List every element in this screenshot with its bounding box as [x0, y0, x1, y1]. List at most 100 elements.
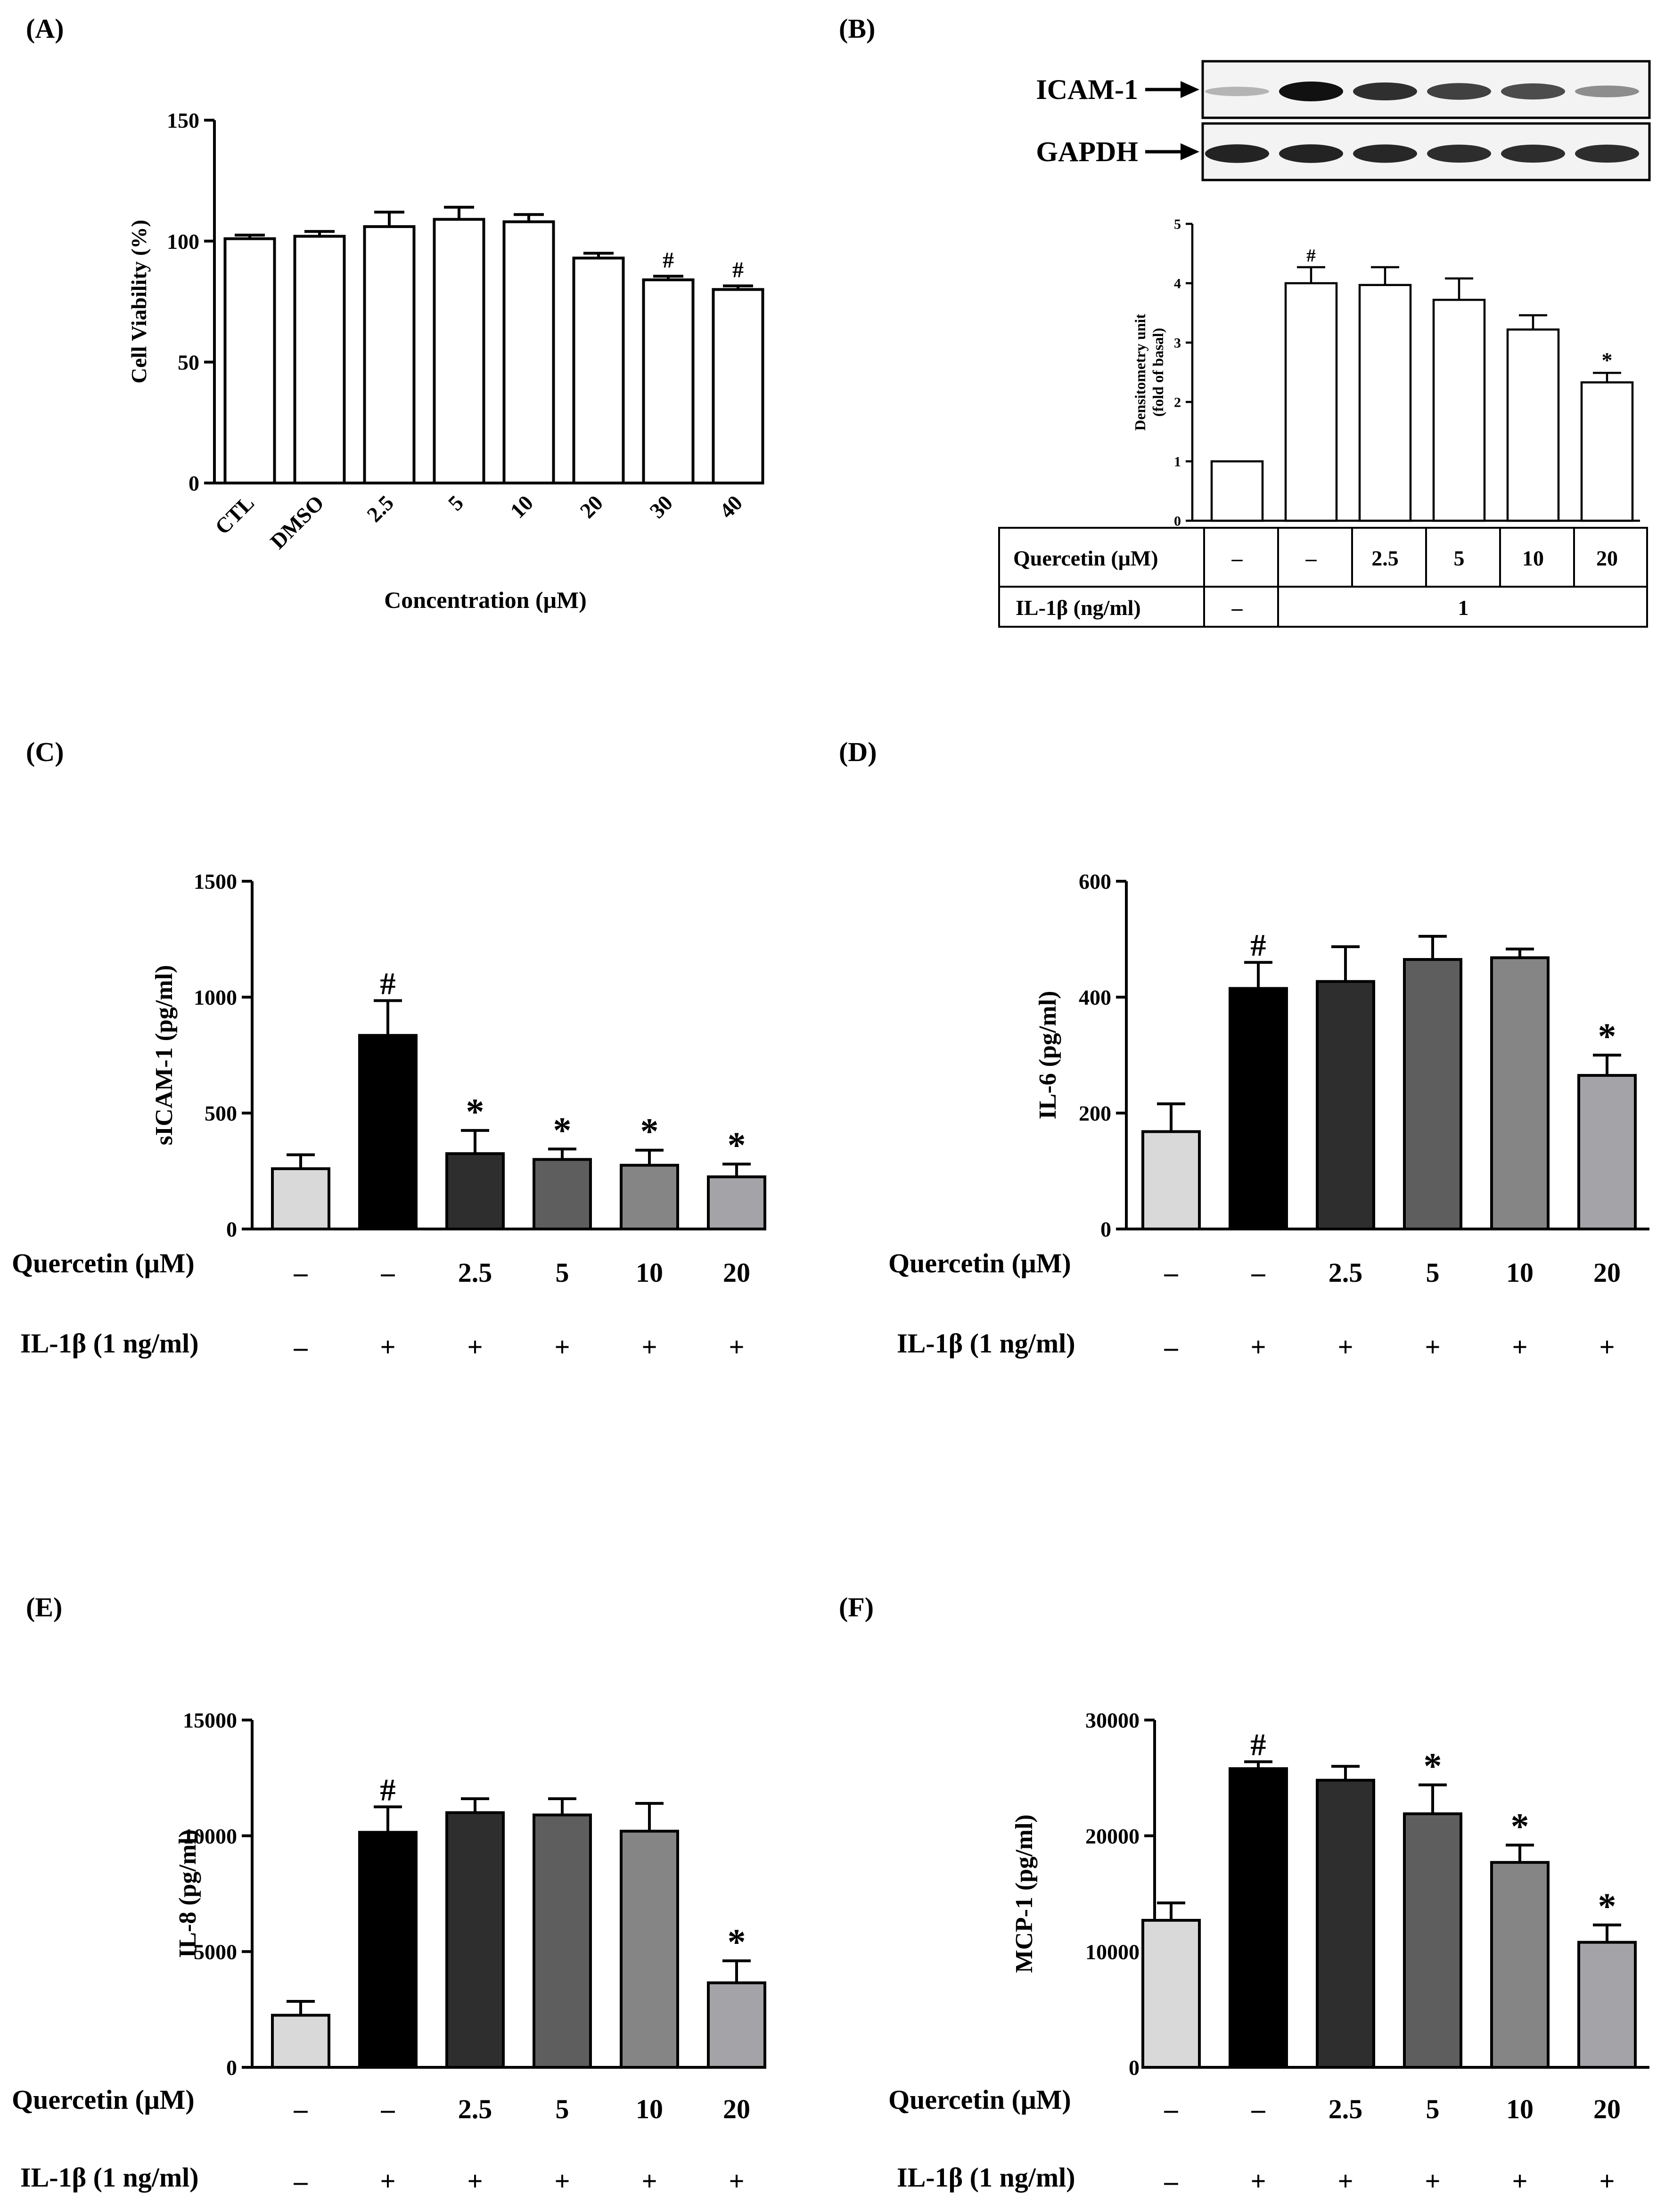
bar [533, 1158, 592, 1230]
blot-band [1575, 85, 1639, 98]
il1b-treatment: + [729, 1332, 744, 1362]
quercetin-row-label: Quercetin (μM) [12, 1248, 195, 1278]
significance-asterisk: * [640, 1111, 659, 1152]
quercetin-dose: 10 [1506, 1257, 1534, 1288]
y-tick-label: 0 [189, 471, 199, 495]
bar [271, 1167, 330, 1231]
quercetin-dose: 20 [723, 1257, 750, 1288]
y-tick-label: 4 [1174, 276, 1181, 292]
panel-label: (D) [839, 737, 877, 767]
bar [358, 1034, 418, 1230]
bar [1490, 1861, 1550, 2069]
quercetin-dose: 5 [1426, 2094, 1440, 2124]
panel-label: (E) [26, 1592, 62, 1622]
y-axis-label: IL-8 (pg/ml) [174, 1829, 201, 1958]
x-tick-label: DMSO [265, 491, 328, 554]
il1b-treatment: + [467, 2166, 483, 2196]
y-axis-label: Cell Viability (%) [127, 220, 151, 384]
quercetin-dose: – [1251, 2094, 1266, 2124]
il1b-treatment: + [1337, 1332, 1353, 1362]
significance-asterisk: * [728, 1921, 746, 1962]
y-tick-label: 0 [1129, 2056, 1140, 2080]
y-tick-label: 10000 [1085, 1940, 1140, 1964]
y-tick-label: 1500 [194, 869, 237, 893]
il1b-treatment: + [641, 1332, 657, 1362]
y-axis-label: IL-6 (pg/ml) [1034, 991, 1061, 1120]
bar [533, 1813, 592, 2069]
y-tick-label: 400 [1079, 985, 1111, 1009]
hash-marker: # [1306, 246, 1316, 266]
panel-C: (C) 0 500 1000 1500 sICAM-1 (pg/ml) # * * * * Querc… [12, 737, 766, 1362]
x-tick-label: 10 [505, 491, 538, 523]
table-quercetin-dose: 10 [1522, 546, 1544, 570]
y-tick-label: 150 [167, 108, 199, 132]
bar [358, 1831, 418, 2069]
blot-band [1353, 82, 1417, 101]
blot-band [1205, 87, 1269, 96]
x-tick-label: 5 [443, 491, 468, 515]
quercetin-dose: 2.5 [1329, 2094, 1363, 2124]
blot-strip [1201, 122, 1651, 181]
bar [445, 1152, 505, 1231]
panel-E: (E) 0 5000 10000 15000 IL-8 (pg/ml) # * Querceti… [12, 1592, 766, 2196]
y-tick-label: 200 [1079, 1101, 1111, 1125]
y-tick-label: 20000 [1085, 1824, 1140, 1848]
y-tick-label: 5000 [194, 1940, 237, 1964]
bar [1229, 987, 1288, 1231]
quercetin-dose: – [1164, 2094, 1179, 2124]
bar [223, 237, 276, 484]
blot-strip [1201, 60, 1651, 119]
il1b-row-label: IL-1β (1 ng/ml) [20, 2162, 199, 2193]
panel-A: (A) 0 50 100 150 Cell Viability (%) # # CTL DMSO 2… [26, 13, 764, 613]
blot-band [1205, 144, 1269, 163]
blot-band [1427, 144, 1491, 163]
x-tick-label: 20 [575, 491, 607, 523]
quercetin-dose: – [381, 1257, 395, 1288]
significance-asterisk: * [1511, 1805, 1529, 1846]
table-quercetin-dose: – [1231, 546, 1243, 570]
il1b-treatment: + [729, 2166, 744, 2196]
significance-asterisk: * [1424, 1745, 1442, 1786]
bar [1141, 1130, 1201, 1231]
quercetin-dose: – [294, 1257, 308, 1288]
significance-asterisk: * [1598, 1885, 1616, 1926]
x-tick-label: 30 [645, 491, 677, 523]
significance-asterisk: * [728, 1124, 746, 1165]
y-tick-label: 500 [205, 1101, 237, 1125]
significance-asterisk: * [1602, 348, 1613, 372]
bar [1403, 958, 1462, 1231]
bar [502, 220, 555, 485]
quercetin-dose: 5 [556, 2094, 569, 2124]
hash-marker: # [663, 248, 674, 273]
quercetin-dose: 2.5 [458, 1257, 492, 1288]
panel-label: (B) [839, 13, 875, 44]
hash-marker: # [1250, 928, 1266, 963]
quercetin-dose: 10 [636, 2094, 663, 2124]
il1b-treatment: + [380, 1332, 395, 1362]
bar [1316, 980, 1375, 1231]
quercetin-dose: 2.5 [1329, 1257, 1363, 1288]
table-il1b-value: 1 [1458, 596, 1469, 620]
y-tick-label: 3 [1174, 336, 1181, 351]
significance-asterisk: * [466, 1091, 484, 1132]
quercetin-row-label: Quercetin (μM) [888, 1248, 1071, 1278]
il1b-row-label: IL-1β (1 ng/ml) [20, 1328, 199, 1359]
bar [1210, 460, 1264, 522]
y-axis-label-line: Densitometry unit [1132, 314, 1148, 431]
y-axis-label: sICAM-1 (pg/ml) [151, 965, 178, 1146]
blot-band [1501, 144, 1565, 163]
y-axis-label: MCP-1 (pg/ml) [1011, 1814, 1038, 1973]
y-tick-label: 15000 [183, 1708, 237, 1732]
hash-marker: # [380, 1773, 395, 1807]
blot-band [1279, 82, 1343, 101]
table-quercetin-dose: 20 [1596, 546, 1618, 570]
quercetin-dose: 10 [1506, 2094, 1534, 2124]
blot-row-label: GAPDH [1036, 136, 1138, 167]
table-il1b-value: – [1231, 596, 1243, 620]
bar [1358, 284, 1412, 522]
bar [1580, 381, 1634, 522]
bar [1284, 282, 1338, 522]
blot-row-label: ICAM-1 [1036, 74, 1138, 105]
bar [1141, 1919, 1201, 2069]
